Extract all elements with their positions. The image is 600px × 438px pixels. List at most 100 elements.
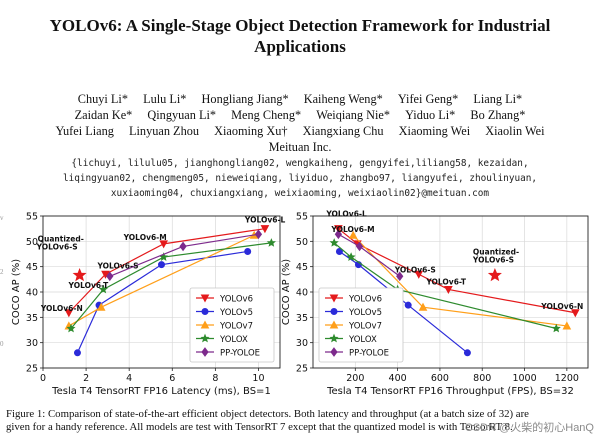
x-tick-label: 6 (169, 373, 175, 384)
legend-marker (200, 320, 210, 329)
y-tick-label: 25 (26, 364, 38, 375)
author-name: Kaiheng Weng* (303, 92, 383, 106)
data-point (159, 240, 168, 249)
data-point (66, 323, 76, 333)
data-point (72, 267, 87, 282)
author-name: Linyuan Zhou (129, 124, 200, 138)
y-tick-label: 50 (296, 237, 308, 248)
data-point (73, 349, 81, 357)
data-point (414, 270, 424, 279)
data-point (106, 271, 114, 282)
y-tick-label: 55 (26, 212, 38, 223)
legend-label: PP-YOLOE (220, 348, 260, 358)
legend-box (318, 287, 404, 363)
data-point (254, 229, 263, 240)
legend-marker (329, 320, 339, 329)
data-point (329, 238, 339, 247)
point-annotation: YOLOv6-M (123, 233, 167, 242)
data-point (562, 321, 572, 330)
y-tick-label: 45 (26, 262, 38, 273)
point-annotation: YOLOv6-L (244, 216, 286, 225)
watermark: CSDN @火柴的初心HanQ (464, 422, 594, 434)
y-tick-label: 25 (296, 364, 308, 375)
point-annotation: YOLOv6-S (96, 261, 138, 270)
series-line-yolox (333, 242, 557, 330)
x-axis-label: Tesla T4 TensorRT FP16 Throughput (FPS),… (326, 386, 574, 397)
figure-caption-line2: given for a handy reference. All models … (6, 421, 513, 433)
y-tick-label: 40 (26, 288, 38, 299)
series-line-yolox (70, 242, 272, 329)
legend-marker (329, 294, 339, 303)
y-tick-label: 35 (296, 313, 308, 324)
point-annotation: YOLOv6-M (330, 225, 374, 234)
paper-title-line1: YOLOv6: A Single-Stage Object Detection … (49, 16, 551, 35)
legend-marker (330, 347, 338, 357)
x-tick-label: 200 (346, 373, 364, 384)
legend-marker (200, 333, 210, 343)
data-point (444, 285, 453, 295)
x-tick-label: 400 (389, 373, 407, 384)
author-name: Lulu Li* (143, 92, 187, 106)
data-point (355, 241, 364, 252)
margin-mark: 0 (0, 340, 4, 348)
data-point (487, 267, 502, 282)
x-tick-label: 1200 (555, 373, 579, 384)
data-point (463, 349, 471, 357)
y-tick-label: 55 (296, 212, 308, 223)
figure-1: 25 30 35 40 45 50 55 0 2 4 6 8 10 Tesla T4 TensorRT F… (11, 210, 589, 398)
series-line-yolov6 (68, 228, 266, 314)
author-name: Xiaolin Wei (485, 124, 545, 138)
point-annotation: YOLOv6-S (36, 242, 78, 251)
data-point (96, 302, 106, 311)
data-point (64, 309, 74, 318)
data-point (335, 247, 343, 255)
x-tick-label: 1000 (512, 373, 536, 384)
chart-panel-2: 25 30 35 40 45 50 55 200 400 600 800 1000 1200 Tesla … (281, 210, 589, 397)
point-annotation: YOLOv6-S (472, 255, 514, 264)
y-axis-label: COCO AP (%) (11, 259, 22, 325)
author-name: Meng Cheng* (231, 108, 302, 122)
author-name: Hongliang Jiang* (201, 92, 289, 106)
legend-marker (201, 347, 209, 357)
email-line: xuxiaoming04, chuxiangxiang, weixiaoming… (110, 188, 490, 199)
authors-row2: Zaidan Ke* Qingyuan Li* Meng Cheng* Weiq… (0, 108, 600, 123)
x-tick-label: 600 (431, 373, 449, 384)
figure-caption-line1: Figure 1: Comparison of state-of-the-art… (6, 408, 529, 420)
legend-box (189, 287, 275, 363)
legend-marker (200, 294, 210, 303)
author-name: Liang Li* (473, 92, 523, 106)
legend: YOLOv6 YOLOv5 YOLOv7 YOLOX PP-YOLOE (189, 287, 275, 363)
authors-row3: Yufei Liang Linyuan Zhou Xiaoming Xu† Xi… (0, 124, 600, 139)
data-point (179, 241, 187, 252)
y-tick-label: 50 (26, 237, 38, 248)
legend: YOLOv6 YOLOv5 YOLOv7 YOLOX PP-YOLOE (318, 287, 404, 363)
x-tick-label: 2 (83, 373, 89, 384)
y-axis-label: COCO AP (%) (281, 259, 292, 325)
x-tick-label: 4 (126, 373, 132, 384)
author-name: Xiaoming Wei (398, 124, 471, 138)
legend-label: YOLOv5 (348, 308, 382, 318)
legend-label: PP-YOLOE (349, 348, 389, 358)
author-name: Qingyuan Li* (147, 108, 217, 122)
point-annotation: YOLOv6-N (40, 304, 83, 313)
data-point (348, 230, 358, 239)
authors-row1: Chuyi Li* Lulu Li* Hongliang Jiang* Kaih… (0, 92, 600, 107)
data-point (346, 252, 356, 261)
y-tick-label: 30 (296, 338, 308, 349)
author-name: Xiaoming Xu† (214, 124, 288, 138)
affiliation: Meituan Inc. (268, 140, 332, 154)
data-point (334, 229, 343, 240)
legend-label: YOLOv6 (219, 294, 253, 304)
data-point (334, 225, 343, 234)
author-name: Yufei Liang (55, 124, 114, 138)
chart-panel-1: 25 30 35 40 45 50 55 0 2 4 6 8 10 Tesla T4 TensorRT F… (11, 212, 286, 398)
x-tick-label: 800 (473, 373, 491, 384)
data-point (101, 270, 110, 279)
legend-marker (330, 308, 338, 315)
margin-mark: v (0, 214, 4, 222)
legend-label: YOLOX (348, 335, 377, 345)
data-point (418, 302, 428, 311)
point-annotation: YOLOv6-N (540, 302, 583, 311)
x-tick-label: 0 (40, 373, 46, 384)
email-line: liqingyuan02, chengmeng05, nieweiqiang, … (62, 173, 538, 184)
